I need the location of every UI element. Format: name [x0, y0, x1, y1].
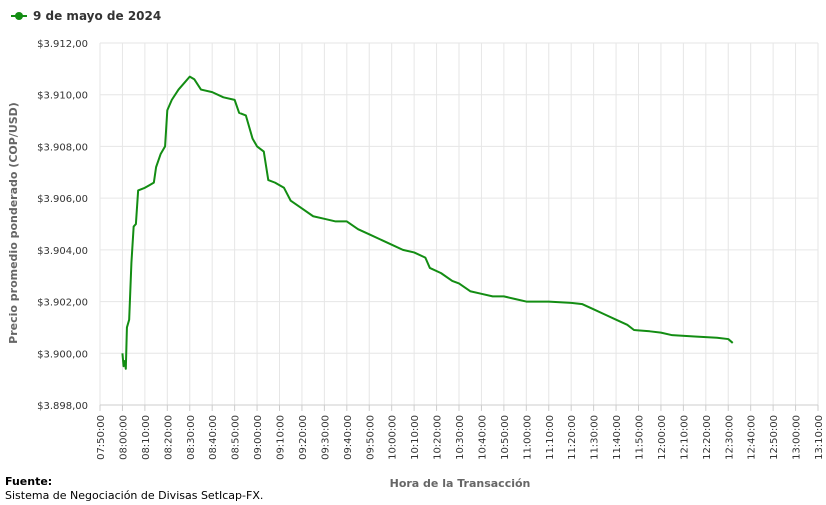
- source-label: Fuente:: [5, 475, 53, 488]
- x-tick-label: 11:20:00: [567, 415, 578, 460]
- x-axis-title: Hora de la Transacción: [390, 477, 531, 490]
- x-tick-label: 08:40:00: [208, 415, 219, 460]
- y-tick-label: $3.910,00: [37, 91, 88, 102]
- x-tick-label: 09:40:00: [343, 415, 354, 460]
- x-tick-label: 11:30:00: [590, 415, 601, 460]
- x-tick-label: 08:20:00: [163, 415, 174, 460]
- x-tick-label: 11:40:00: [612, 415, 623, 460]
- x-tick-label: 08:30:00: [186, 415, 197, 460]
- x-tick-label: 10:10:00: [410, 415, 421, 460]
- x-tick-label: 12:30:00: [724, 415, 735, 460]
- source-text: Sistema de Negociación de Divisas SetIca…: [5, 489, 264, 502]
- x-tick-label: 08:10:00: [141, 415, 152, 460]
- x-tick-label: 13:10:00: [814, 415, 825, 460]
- x-tick-label: 13:00:00: [792, 415, 803, 460]
- y-tick-label: $3.912,00: [37, 39, 88, 50]
- x-tick-label: 11:50:00: [635, 415, 646, 460]
- x-tick-label: 12:40:00: [747, 415, 758, 460]
- x-tick-label: 10:20:00: [433, 415, 444, 460]
- y-tick-label: $3.902,00: [37, 298, 88, 309]
- legend-marker: [15, 12, 23, 20]
- y-tick-label: $3.906,00: [37, 194, 88, 205]
- x-tick-label: 11:00:00: [522, 415, 533, 460]
- x-tick-label: 12:00:00: [657, 415, 668, 460]
- x-tick-label: 08:00:00: [118, 415, 129, 460]
- x-tick-label: 09:00:00: [253, 415, 264, 460]
- x-tick-label: 10:30:00: [455, 415, 466, 460]
- x-tick-label: 11:10:00: [545, 415, 556, 460]
- y-tick-label: $3.908,00: [37, 142, 88, 153]
- x-tick-label: 08:50:00: [231, 415, 242, 460]
- x-tick-label: 09:10:00: [276, 415, 287, 460]
- x-tick-label: 10:50:00: [500, 415, 511, 460]
- legend-label: 9 de mayo de 2024: [33, 9, 161, 23]
- y-tick-label: $3.900,00: [37, 349, 88, 360]
- y-tick-label: $3.904,00: [37, 246, 88, 257]
- x-tick-label: 09:30:00: [320, 415, 331, 460]
- x-tick-label: 10:00:00: [388, 415, 399, 460]
- x-tick-label: 09:50:00: [365, 415, 376, 460]
- x-tick-label: 10:40:00: [477, 415, 488, 460]
- x-tick-label: 09:20:00: [298, 415, 309, 460]
- x-tick-label: 12:20:00: [702, 415, 713, 460]
- x-tick-label: 12:50:00: [769, 415, 780, 460]
- x-tick-label: 07:50:00: [96, 415, 107, 460]
- line: [121, 75, 734, 370]
- x-tick-label: 12:10:00: [679, 415, 690, 460]
- y-tick-label: $3.898,00: [37, 401, 88, 412]
- y-axis-title: Precio promedio ponderado (COP/USD): [7, 102, 20, 344]
